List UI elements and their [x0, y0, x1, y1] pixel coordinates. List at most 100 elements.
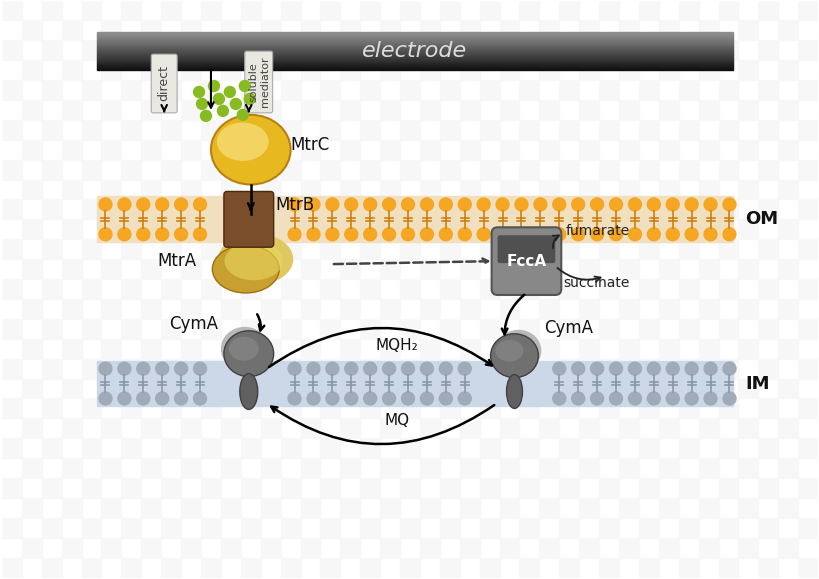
Bar	[539, 458, 559, 478]
Bar	[599, 518, 618, 538]
Bar	[97, 37, 732, 38]
Bar	[599, 239, 618, 259]
Bar	[777, 259, 797, 279]
Bar	[241, 518, 260, 538]
Bar	[797, 518, 817, 538]
Circle shape	[722, 198, 735, 211]
Bar	[220, 20, 241, 40]
Ellipse shape	[217, 123, 269, 161]
Bar	[439, 80, 459, 100]
Bar	[241, 319, 260, 339]
Bar	[97, 41, 732, 42]
Bar	[698, 259, 717, 279]
Bar	[578, 419, 599, 438]
Circle shape	[590, 392, 603, 405]
Bar	[578, 498, 599, 518]
Bar	[439, 40, 459, 60]
Bar	[220, 498, 241, 518]
Bar	[539, 100, 559, 120]
Bar	[97, 196, 732, 242]
Bar	[280, 160, 300, 179]
Bar	[578, 458, 599, 478]
Bar	[758, 40, 777, 60]
Circle shape	[244, 93, 255, 104]
Bar	[439, 518, 459, 538]
Bar	[61, 339, 81, 358]
Bar	[777, 219, 797, 239]
Bar	[400, 358, 419, 379]
Bar	[519, 120, 539, 140]
Bar	[698, 100, 717, 120]
Bar	[599, 478, 618, 498]
Circle shape	[156, 228, 169, 241]
Circle shape	[571, 362, 584, 375]
Circle shape	[627, 392, 640, 405]
Bar	[578, 259, 599, 279]
Bar	[260, 538, 280, 558]
Bar	[220, 60, 241, 80]
Bar	[97, 49, 732, 50]
Bar	[797, 558, 817, 578]
Bar	[738, 219, 758, 239]
Bar	[519, 199, 539, 219]
Bar	[300, 538, 320, 558]
Bar	[201, 199, 220, 219]
Bar	[61, 419, 81, 438]
Bar	[519, 319, 539, 339]
Bar	[499, 299, 519, 319]
Circle shape	[325, 228, 338, 241]
Bar	[61, 100, 81, 120]
Circle shape	[704, 392, 716, 405]
Bar	[539, 379, 559, 398]
Circle shape	[193, 198, 206, 211]
Bar	[499, 219, 519, 239]
Bar	[181, 140, 201, 160]
Bar	[97, 48, 732, 49]
Bar	[698, 498, 717, 518]
Bar	[618, 100, 638, 120]
Bar	[320, 478, 340, 498]
Bar	[360, 239, 380, 259]
Bar	[360, 279, 380, 299]
Bar	[638, 319, 658, 339]
Bar	[638, 279, 658, 299]
Bar	[22, 179, 42, 199]
Bar	[717, 398, 738, 419]
Bar	[260, 458, 280, 478]
Bar	[220, 179, 241, 199]
Bar	[539, 498, 559, 518]
Bar	[360, 40, 380, 60]
Bar	[559, 478, 578, 498]
Bar	[360, 438, 380, 458]
Bar	[241, 558, 260, 578]
Circle shape	[552, 228, 565, 241]
Bar	[280, 279, 300, 299]
Bar	[419, 299, 439, 319]
Bar	[777, 339, 797, 358]
Bar	[97, 35, 732, 36]
Circle shape	[401, 228, 414, 241]
Bar	[578, 339, 599, 358]
Bar	[439, 398, 459, 419]
Bar	[459, 60, 479, 80]
Bar	[81, 120, 102, 140]
Circle shape	[646, 228, 659, 241]
Bar	[380, 498, 400, 518]
Bar	[519, 80, 539, 100]
Bar	[658, 20, 678, 40]
Bar	[817, 419, 819, 438]
Bar	[459, 219, 479, 239]
Bar	[141, 458, 161, 478]
Bar	[2, 279, 22, 299]
Bar	[758, 558, 777, 578]
Bar	[97, 47, 732, 48]
Bar	[181, 379, 201, 398]
Bar	[300, 140, 320, 160]
Circle shape	[666, 392, 678, 405]
Bar	[519, 558, 539, 578]
Bar	[797, 438, 817, 458]
Bar	[97, 61, 732, 63]
Bar	[479, 478, 499, 498]
Bar	[61, 299, 81, 319]
Bar	[738, 379, 758, 398]
